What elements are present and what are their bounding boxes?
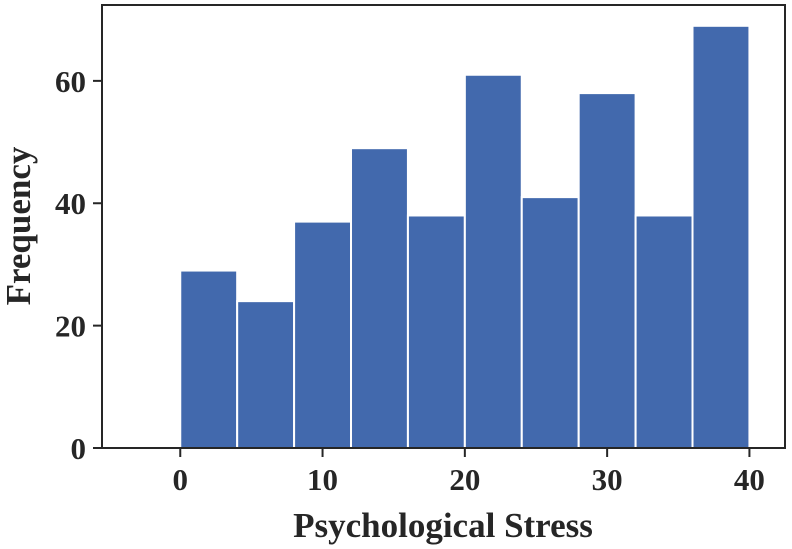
x-tick-label: 0 bbox=[173, 462, 189, 497]
x-tick-label: 10 bbox=[307, 462, 338, 497]
y-ticks-group: 0 20 40 60 bbox=[55, 64, 102, 466]
x-tick-label: 20 bbox=[449, 462, 480, 497]
histogram-bar bbox=[520, 196, 580, 449]
histogram-bar bbox=[406, 214, 466, 449]
histogram-bar bbox=[634, 214, 694, 449]
histogram-bar bbox=[463, 73, 523, 449]
y-tick-label: 60 bbox=[55, 64, 86, 99]
y-tick-label: 0 bbox=[71, 431, 87, 466]
y-axis-label: Frequency bbox=[0, 146, 38, 305]
histogram-bar bbox=[350, 147, 409, 449]
x-axis-label: Psychological Stress bbox=[293, 506, 593, 545]
x-ticks-group: 0 10 20 30 40 bbox=[173, 448, 765, 497]
histogram-bar bbox=[179, 269, 239, 449]
histogram-bar bbox=[236, 300, 296, 449]
y-tick-label: 40 bbox=[55, 186, 86, 221]
histogram-bar bbox=[577, 92, 637, 449]
x-tick-label: 40 bbox=[734, 462, 765, 497]
bars-group bbox=[179, 24, 751, 450]
x-tick-label: 30 bbox=[592, 462, 623, 497]
histogram-bar bbox=[293, 220, 353, 449]
plot-frame bbox=[101, 4, 786, 449]
histogram-bar bbox=[691, 24, 751, 450]
y-tick-label: 20 bbox=[55, 309, 86, 344]
